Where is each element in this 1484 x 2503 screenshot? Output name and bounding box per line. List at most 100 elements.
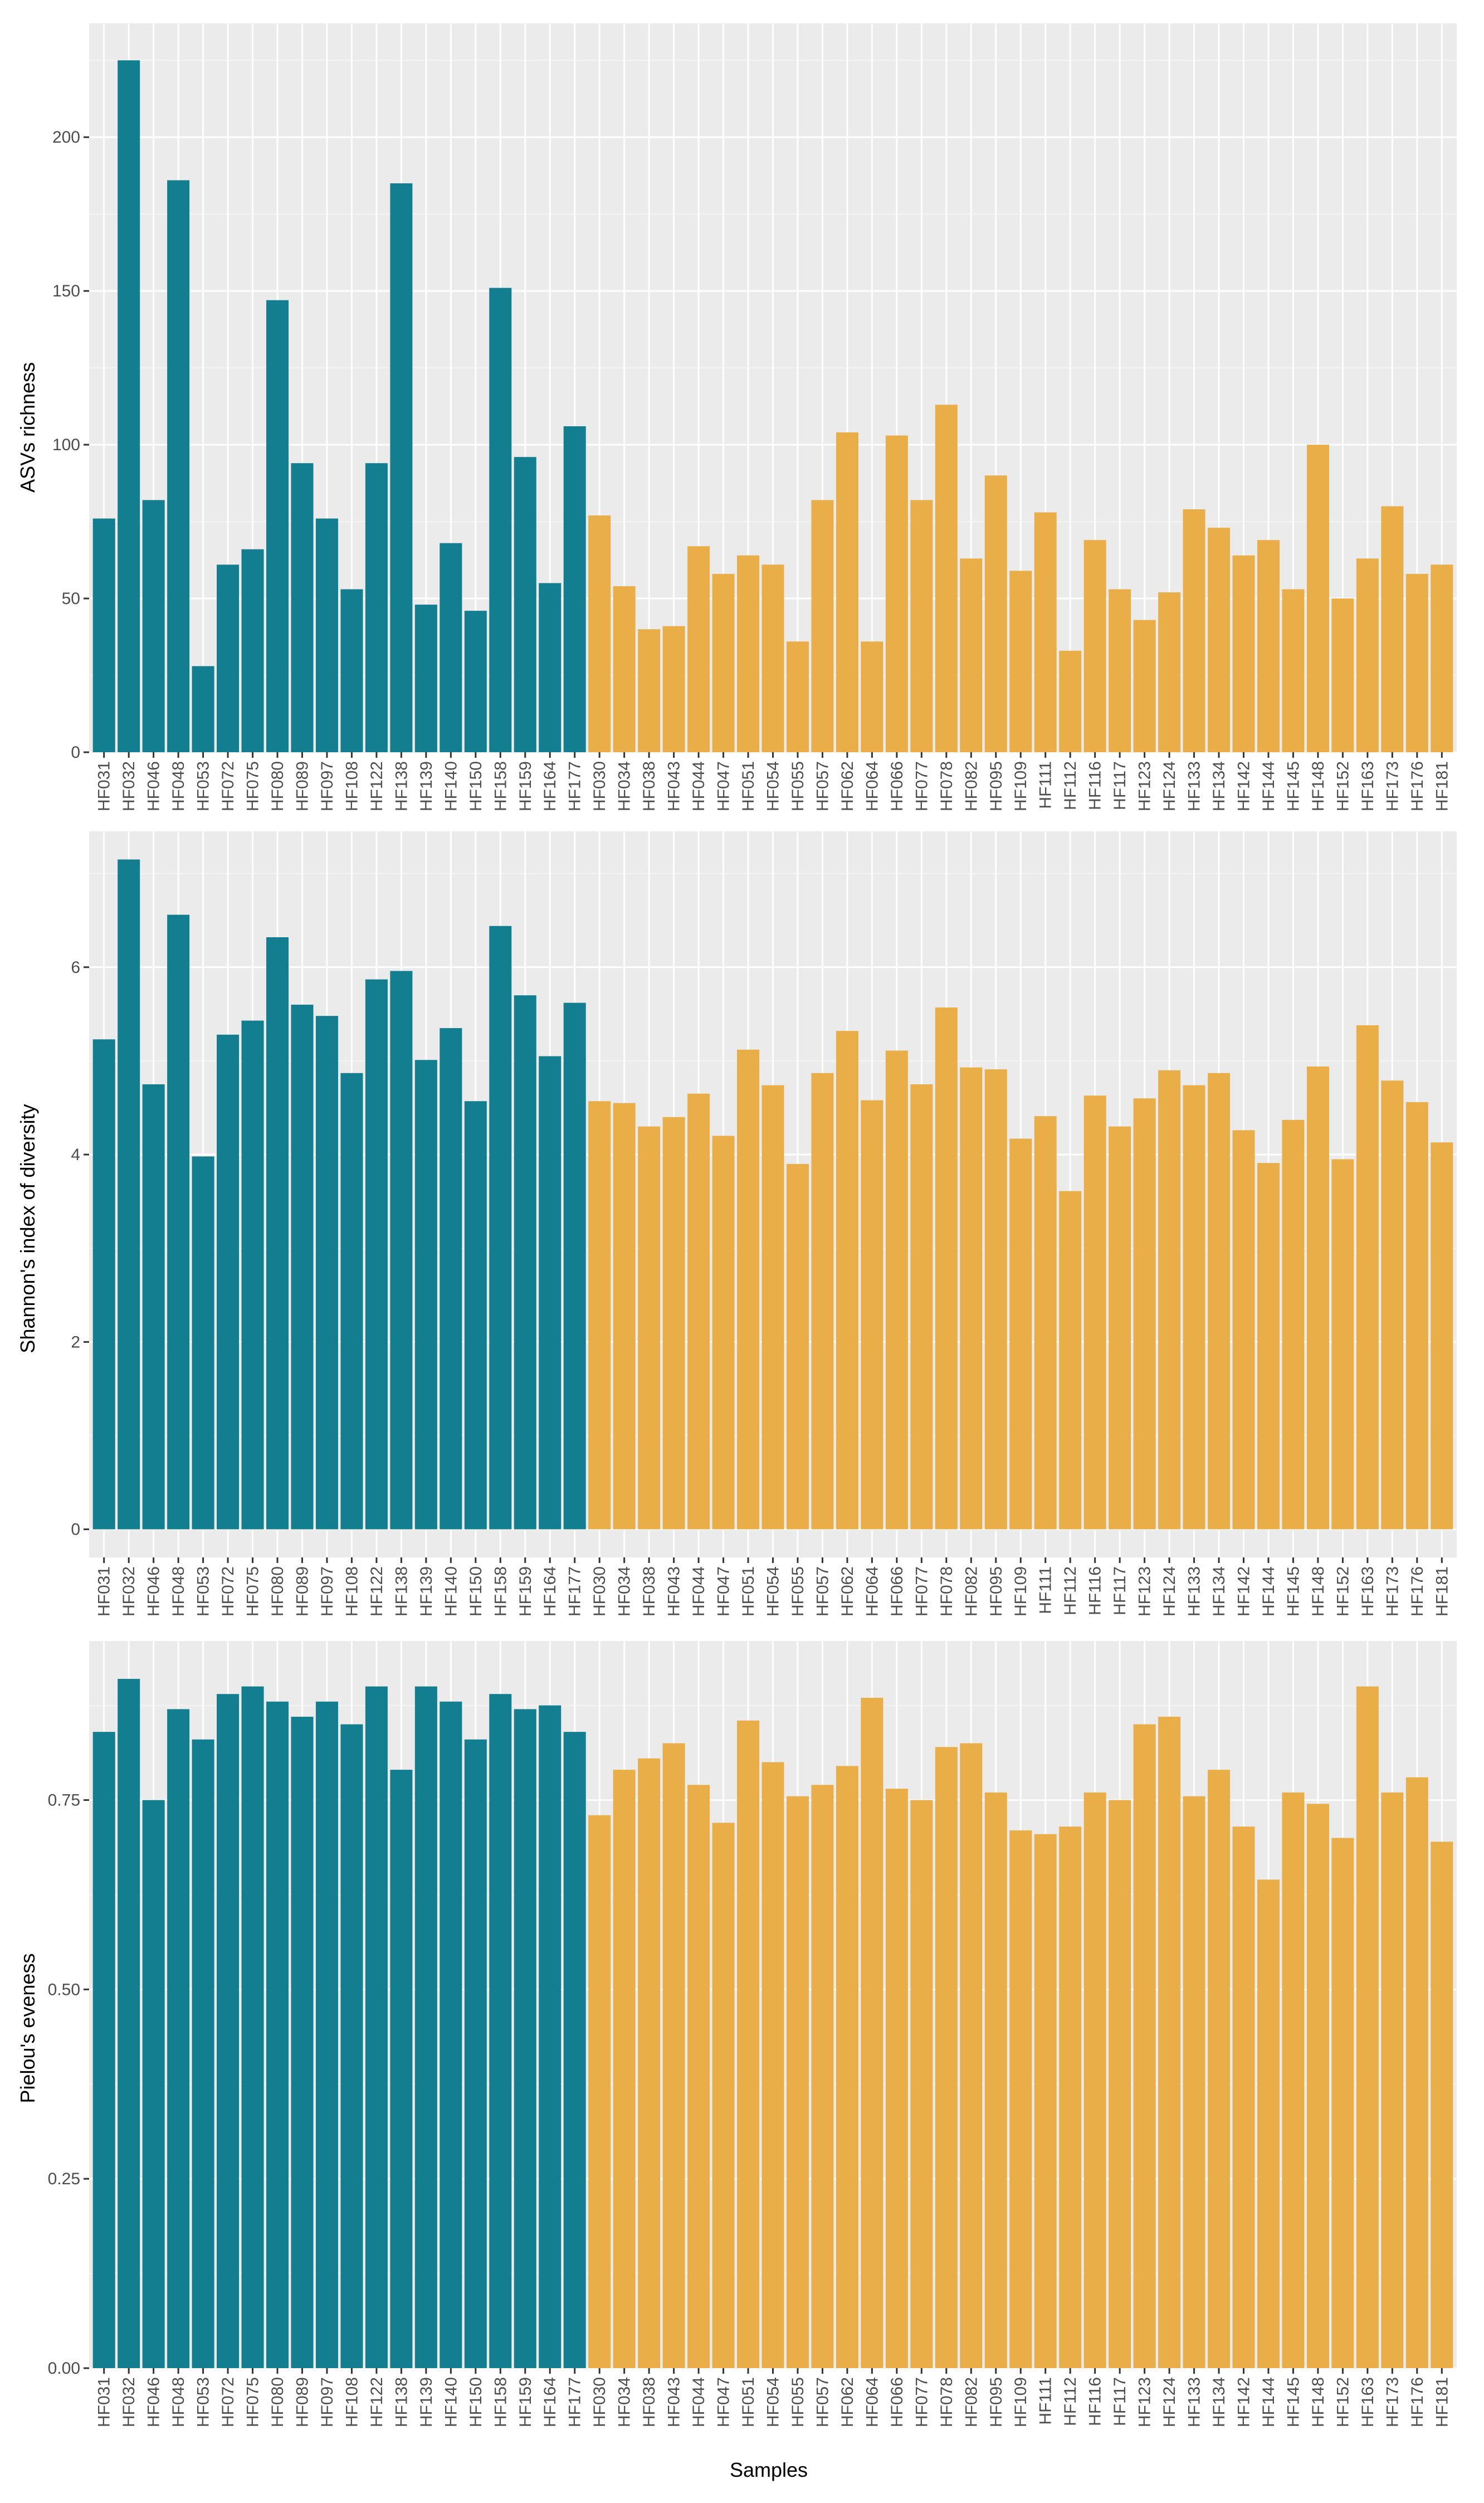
bar-shannon-hf075 — [241, 1020, 264, 1530]
bar-pielou-hf095 — [984, 1792, 1007, 2368]
bar-richness-hf117 — [1109, 589, 1131, 752]
x-tick-label-shannon: HF123 — [1136, 1566, 1154, 1616]
x-tick-label-shannon: HF140 — [442, 1566, 460, 1616]
bar-shannon-hf066 — [885, 1050, 908, 1530]
bar-pielou-hf116 — [1083, 1792, 1106, 2368]
bar-richness-hf134 — [1208, 528, 1231, 752]
x-tick-label-richness: HF163 — [1359, 761, 1377, 811]
bar-shannon-hf111 — [1034, 1116, 1057, 1530]
bar-pielou-hf177 — [563, 1732, 586, 2368]
bar-pielou-hf109 — [1009, 1830, 1032, 2368]
bar-richness-hf150 — [464, 611, 487, 752]
bar-shannon-hf138 — [390, 971, 413, 1530]
bar-shannon-hf055 — [786, 1163, 809, 1530]
bar-richness-hf111 — [1034, 512, 1057, 752]
bar-pielou-hf152 — [1331, 1838, 1354, 2368]
bar-shannon-hf148 — [1306, 1067, 1329, 1530]
x-tick-label-pielou: HF134 — [1210, 2377, 1228, 2427]
bar-shannon-hf144 — [1257, 1163, 1280, 1530]
bar-shannon-hf158 — [489, 926, 512, 1530]
bar-richness-hf158 — [489, 288, 512, 752]
x-tick-label-pielou: HF051 — [739, 2377, 758, 2427]
bar-richness-hf159 — [514, 457, 536, 752]
x-tick-label-richness: HF030 — [590, 761, 609, 811]
bar-pielou-hf176 — [1405, 1777, 1428, 2368]
bar-shannon-hf181 — [1431, 1142, 1453, 1530]
bar-richness-hf034 — [613, 586, 636, 752]
bar-pielou-hf108 — [340, 1724, 363, 2368]
bar-pielou-hf048 — [167, 1709, 190, 2368]
bar-shannon-hf123 — [1133, 1098, 1156, 1530]
x-tick-label-pielou: HF173 — [1383, 2377, 1402, 2427]
bar-shannon-hf062 — [836, 1031, 858, 1530]
y-tick-label-pielou: 0.50 — [48, 1980, 80, 1999]
bar-shannon-hf082 — [960, 1067, 983, 1530]
x-tick-label-shannon: HF031 — [95, 1566, 114, 1616]
y-tick-label-shannon: 4 — [71, 1146, 80, 1164]
x-tick-label-richness: HF124 — [1160, 761, 1179, 811]
x-tick-label-shannon: HF080 — [269, 1566, 287, 1616]
bar-richness-hf043 — [662, 626, 685, 752]
bar-richness-hf108 — [340, 589, 363, 752]
x-tick-label-richness: HF173 — [1383, 761, 1402, 811]
bar-richness-hf176 — [1405, 573, 1428, 752]
x-tick-label-shannon: HF158 — [491, 1566, 510, 1616]
x-tick-label-shannon: HF043 — [665, 1566, 684, 1616]
x-tick-label-pielou: HF159 — [516, 2377, 535, 2427]
bar-richness-hf038 — [638, 629, 661, 752]
y-axis-title-shannon: Shannon's index of diversity — [16, 1104, 39, 1353]
bar-shannon-hf054 — [761, 1085, 784, 1530]
x-tick-label-shannon: HF034 — [616, 1566, 634, 1616]
bar-shannon-hf117 — [1109, 1126, 1131, 1530]
x-tick-label-richness: HF054 — [764, 761, 783, 811]
bar-shannon-hf152 — [1331, 1159, 1354, 1530]
x-tick-label-shannon: HF046 — [145, 1566, 163, 1616]
bar-pielou-hf062 — [836, 1766, 858, 2368]
x-tick-label-shannon: HF116 — [1086, 1566, 1105, 1615]
bar-richness-hf053 — [192, 666, 214, 752]
bar-pielou-hf034 — [613, 1770, 636, 2368]
x-tick-label-richness: HF044 — [690, 761, 708, 811]
x-tick-label-richness: HF055 — [789, 761, 807, 811]
x-tick-label-pielou: HF038 — [640, 2377, 658, 2427]
x-tick-label-richness: HF108 — [343, 761, 361, 811]
bar-richness-hf057 — [811, 500, 834, 752]
bar-pielou-hf051 — [737, 1720, 760, 2368]
bar-shannon-hf089 — [291, 1005, 314, 1530]
bar-richness-hf163 — [1356, 558, 1379, 752]
bar-shannon-hf122 — [365, 979, 388, 1530]
x-tick-label-richness: HF075 — [244, 761, 262, 811]
bar-shannon-hf053 — [192, 1156, 214, 1530]
bar-shannon-hf112 — [1059, 1191, 1082, 1530]
x-tick-label-shannon: HF095 — [987, 1566, 1005, 1616]
x-tick-label-pielou: HF109 — [1012, 2377, 1030, 2427]
bar-pielou-hf124 — [1158, 1716, 1181, 2368]
bar-pielou-hf054 — [761, 1762, 784, 2368]
x-tick-label-richness: HF111 — [1037, 761, 1055, 809]
x-tick-label-shannon: HF109 — [1012, 1566, 1030, 1616]
x-tick-label-shannon: HF181 — [1433, 1566, 1451, 1616]
x-tick-label-richness: HF181 — [1433, 761, 1451, 811]
x-tick-label-richness: HF048 — [169, 761, 188, 811]
x-tick-label-richness: HF159 — [516, 761, 535, 811]
bar-richness-hf181 — [1431, 564, 1453, 752]
x-tick-label-richness: HF164 — [541, 761, 559, 811]
bar-pielou-hf158 — [489, 1694, 512, 2368]
bar-pielou-hf142 — [1232, 1827, 1255, 2368]
bar-richness-hf095 — [984, 475, 1007, 752]
x-tick-label-shannon: HF055 — [789, 1566, 807, 1616]
bar-pielou-hf150 — [464, 1739, 487, 2368]
x-tick-label-pielou: HF111 — [1037, 2377, 1055, 2425]
bar-richness-hf075 — [241, 549, 264, 752]
x-tick-label-pielou: HF066 — [888, 2377, 906, 2427]
y-tick-label-richness: 100 — [52, 436, 80, 454]
x-tick-label-pielou: HF034 — [616, 2377, 634, 2427]
x-tick-label-richness: HF064 — [863, 761, 881, 811]
bar-richness-hf046 — [142, 500, 165, 752]
bar-shannon-hf030 — [588, 1101, 611, 1530]
bar-shannon-hf164 — [539, 1056, 562, 1530]
x-tick-label-pielou: HF057 — [813, 2377, 832, 2427]
bar-pielou-hf082 — [960, 1743, 983, 2368]
x-tick-label-shannon: HF064 — [863, 1566, 881, 1616]
